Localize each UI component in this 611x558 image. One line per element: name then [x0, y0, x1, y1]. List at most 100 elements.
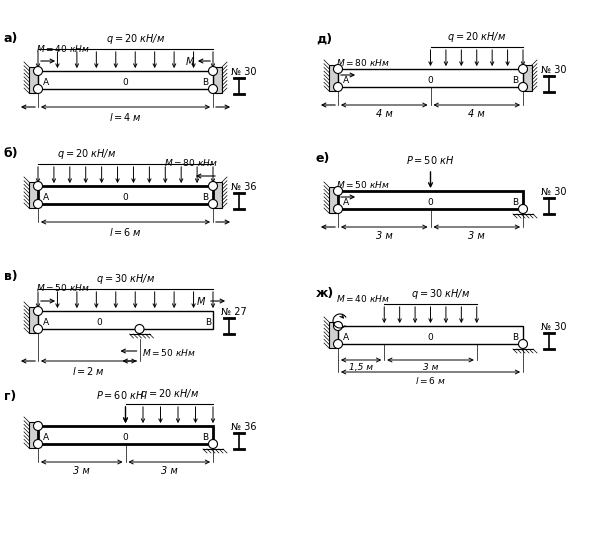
Text: № 27: № 27	[221, 307, 247, 317]
Text: 3 м: 3 м	[161, 466, 178, 476]
Circle shape	[334, 65, 343, 74]
Text: $q = 20$ кН/м: $q = 20$ кН/м	[140, 387, 199, 401]
Text: $M = 80$ кНм: $M = 80$ кНм	[336, 57, 390, 68]
Bar	[523, 65, 532, 91]
Circle shape	[208, 84, 218, 94]
Bar	[38, 426, 213, 444]
Circle shape	[34, 181, 43, 190]
Text: A: A	[43, 318, 49, 327]
Text: 0: 0	[428, 198, 433, 207]
Bar	[38, 71, 213, 89]
Text: $M = 50$ кНм: $M = 50$ кНм	[336, 179, 390, 190]
Text: A: A	[343, 76, 349, 85]
Text: 3 м: 3 м	[423, 363, 438, 372]
Text: B: B	[512, 198, 518, 207]
Bar	[213, 182, 222, 208]
Bar	[329, 322, 338, 348]
Text: 0: 0	[123, 433, 128, 442]
Circle shape	[208, 200, 218, 209]
Circle shape	[519, 65, 527, 74]
Text: ж): ж)	[316, 287, 334, 300]
Circle shape	[519, 204, 527, 214]
Text: 3 м: 3 м	[73, 466, 90, 476]
Text: № 36: № 36	[231, 182, 257, 192]
Text: $P = 60$ кН: $P = 60$ кН	[97, 389, 145, 401]
Text: B: B	[202, 193, 208, 202]
Text: $q = 20$ кН/м: $q = 20$ кН/м	[57, 147, 117, 161]
Bar	[213, 67, 222, 93]
Circle shape	[34, 421, 43, 431]
Bar	[38, 186, 213, 204]
Text: г): г)	[4, 390, 16, 403]
Text: 0: 0	[428, 76, 433, 85]
Bar	[38, 311, 213, 329]
Text: № 30: № 30	[231, 67, 257, 77]
Text: $q = 20$ кН/м: $q = 20$ кН/м	[447, 30, 507, 44]
Text: $M$: $M$	[196, 295, 206, 307]
Circle shape	[334, 83, 343, 92]
Bar	[29, 182, 38, 208]
Text: $l = 6$ м: $l = 6$ м	[415, 375, 446, 386]
Text: A: A	[343, 333, 349, 342]
Circle shape	[34, 200, 43, 209]
Text: $q = 20$ кН/м: $q = 20$ кН/м	[106, 32, 165, 46]
Bar	[29, 422, 38, 448]
Text: е): е)	[316, 152, 331, 165]
Text: 0: 0	[97, 318, 102, 327]
Text: $l = 6$ м: $l = 6$ м	[109, 226, 142, 238]
Text: 4 м: 4 м	[469, 109, 485, 119]
Text: $q = 30$ кН/м: $q = 30$ кН/м	[411, 287, 470, 301]
Circle shape	[34, 325, 43, 334]
Text: A: A	[43, 433, 49, 442]
Text: № 30: № 30	[541, 187, 566, 197]
Bar	[329, 187, 338, 213]
Circle shape	[208, 181, 218, 190]
Text: $M = 80$ кНм: $M = 80$ кНм	[164, 157, 218, 168]
Circle shape	[135, 325, 144, 334]
Text: $P = 50$ кН: $P = 50$ кН	[406, 154, 455, 166]
Text: $M = 50$ кНм: $M = 50$ кНм	[142, 347, 196, 358]
Text: $M = 40$ кНм: $M = 40$ кНм	[36, 43, 90, 54]
Text: 4 м: 4 м	[376, 109, 393, 119]
Circle shape	[34, 306, 43, 315]
Text: в): в)	[4, 270, 18, 283]
Circle shape	[34, 84, 43, 94]
Circle shape	[334, 186, 343, 195]
Text: A: A	[43, 193, 49, 202]
Text: B: B	[202, 78, 208, 87]
Circle shape	[334, 339, 343, 349]
Bar	[29, 307, 38, 333]
Text: 0: 0	[123, 78, 128, 87]
Circle shape	[34, 440, 43, 449]
Text: 0: 0	[123, 193, 128, 202]
Text: A: A	[43, 78, 49, 87]
Text: $M$: $M$	[185, 55, 195, 67]
Circle shape	[334, 204, 343, 214]
Text: б): б)	[4, 147, 18, 160]
Text: $M = 40$ кНм: $M = 40$ кНм	[336, 293, 390, 304]
Text: а): а)	[4, 32, 18, 45]
Text: B: B	[205, 318, 211, 327]
Circle shape	[208, 440, 218, 449]
Text: 1,5 м: 1,5 м	[349, 363, 373, 372]
Text: $l = 4$ м: $l = 4$ м	[109, 111, 142, 123]
Text: $M = 50$ кНм: $M = 50$ кНм	[36, 282, 90, 293]
Circle shape	[519, 83, 527, 92]
Bar	[338, 69, 523, 87]
Text: № 30: № 30	[541, 322, 566, 332]
Text: 0: 0	[428, 333, 433, 342]
Text: B: B	[202, 433, 208, 442]
Circle shape	[334, 321, 343, 330]
Circle shape	[519, 339, 527, 349]
Circle shape	[34, 66, 43, 75]
Bar	[29, 67, 38, 93]
Text: № 30: № 30	[541, 65, 566, 75]
Text: $q = 30$ кН/м: $q = 30$ кН/м	[96, 272, 155, 286]
Text: B: B	[512, 76, 518, 85]
Text: № 36: № 36	[231, 422, 257, 432]
Bar	[338, 191, 523, 209]
Circle shape	[208, 66, 218, 75]
Text: д): д)	[316, 33, 332, 46]
Text: A: A	[343, 198, 349, 207]
Text: B: B	[512, 333, 518, 342]
